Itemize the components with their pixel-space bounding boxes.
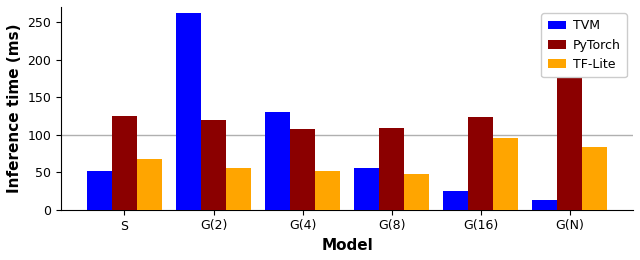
Bar <box>557 43 582 210</box>
Bar <box>265 112 290 210</box>
Bar <box>176 13 201 210</box>
Bar <box>87 171 112 210</box>
Bar <box>444 191 468 210</box>
Y-axis label: Inference time (ms): Inference time (ms) <box>7 24 22 193</box>
Bar <box>290 129 315 210</box>
Bar <box>354 168 379 210</box>
X-axis label: Model: Model <box>321 238 373 253</box>
Bar <box>315 171 340 210</box>
Bar <box>532 200 557 210</box>
Bar <box>582 147 607 210</box>
Bar <box>493 138 518 210</box>
Legend: TVM, PyTorch, TF-Lite: TVM, PyTorch, TF-Lite <box>541 13 627 77</box>
Bar <box>226 168 251 210</box>
Bar <box>137 159 162 210</box>
Bar <box>201 120 226 210</box>
Bar <box>112 116 137 210</box>
Bar <box>404 174 429 210</box>
Bar <box>379 128 404 210</box>
Bar <box>468 117 493 210</box>
